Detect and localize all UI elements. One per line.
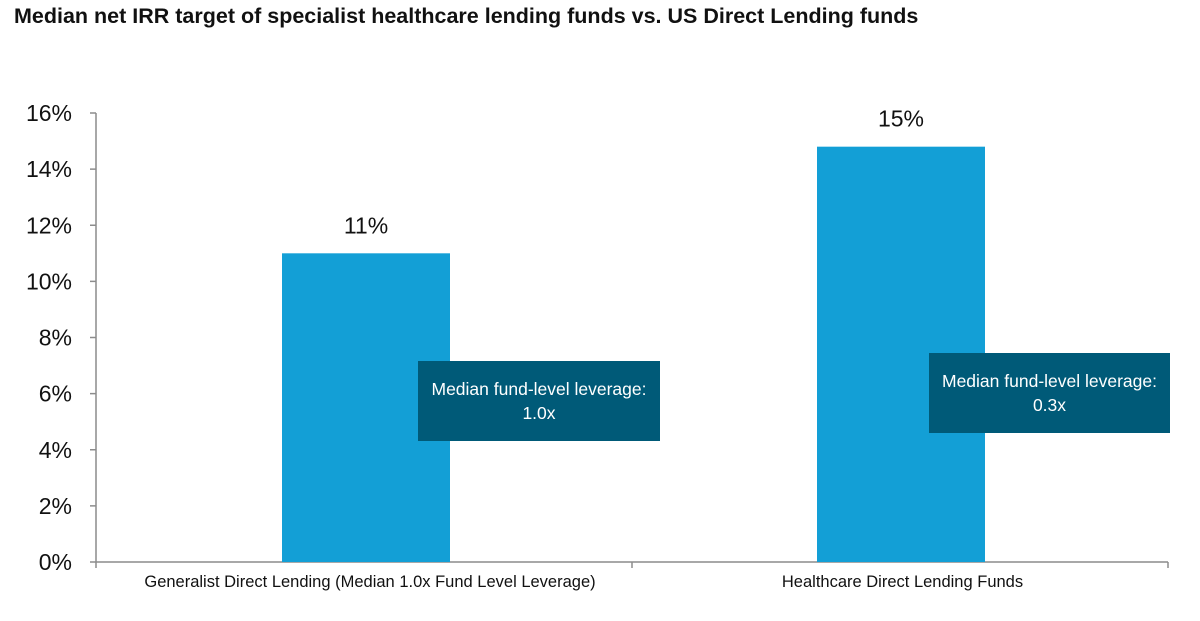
y-tick-label: 6% [39,381,72,407]
y-tick-label: 14% [26,156,72,182]
x-tick-label: Healthcare Direct Lending Funds [781,573,1024,591]
chart-data-labels: 11% 15% [344,106,924,239]
x-tick-label: Generalist Direct Lending (Median 1.0x F… [144,573,596,591]
y-tick-label: 4% [39,437,72,463]
y-tick-label: 0% [39,549,72,575]
bar-value-label: 11% [344,212,388,238]
y-tick-label: 8% [39,325,72,351]
chart-axes: 0% 2% 4% 6% 8% 10% 12% 14% 16% [26,100,1169,575]
y-tick-label: 2% [39,493,72,519]
bar-value-label: 15% [878,106,924,132]
chart-title: Median net IRR target of specialist heal… [14,4,919,28]
chart-bars [282,146,985,563]
y-tick-label: 10% [26,268,72,294]
annotation-box: Median fund-level leverage: 1.0x [418,361,660,442]
y-tick-label: 16% [26,100,72,126]
y-tick-label: 12% [26,212,72,238]
annotation-box: Median fund-level leverage: 0.3x [929,352,1170,433]
